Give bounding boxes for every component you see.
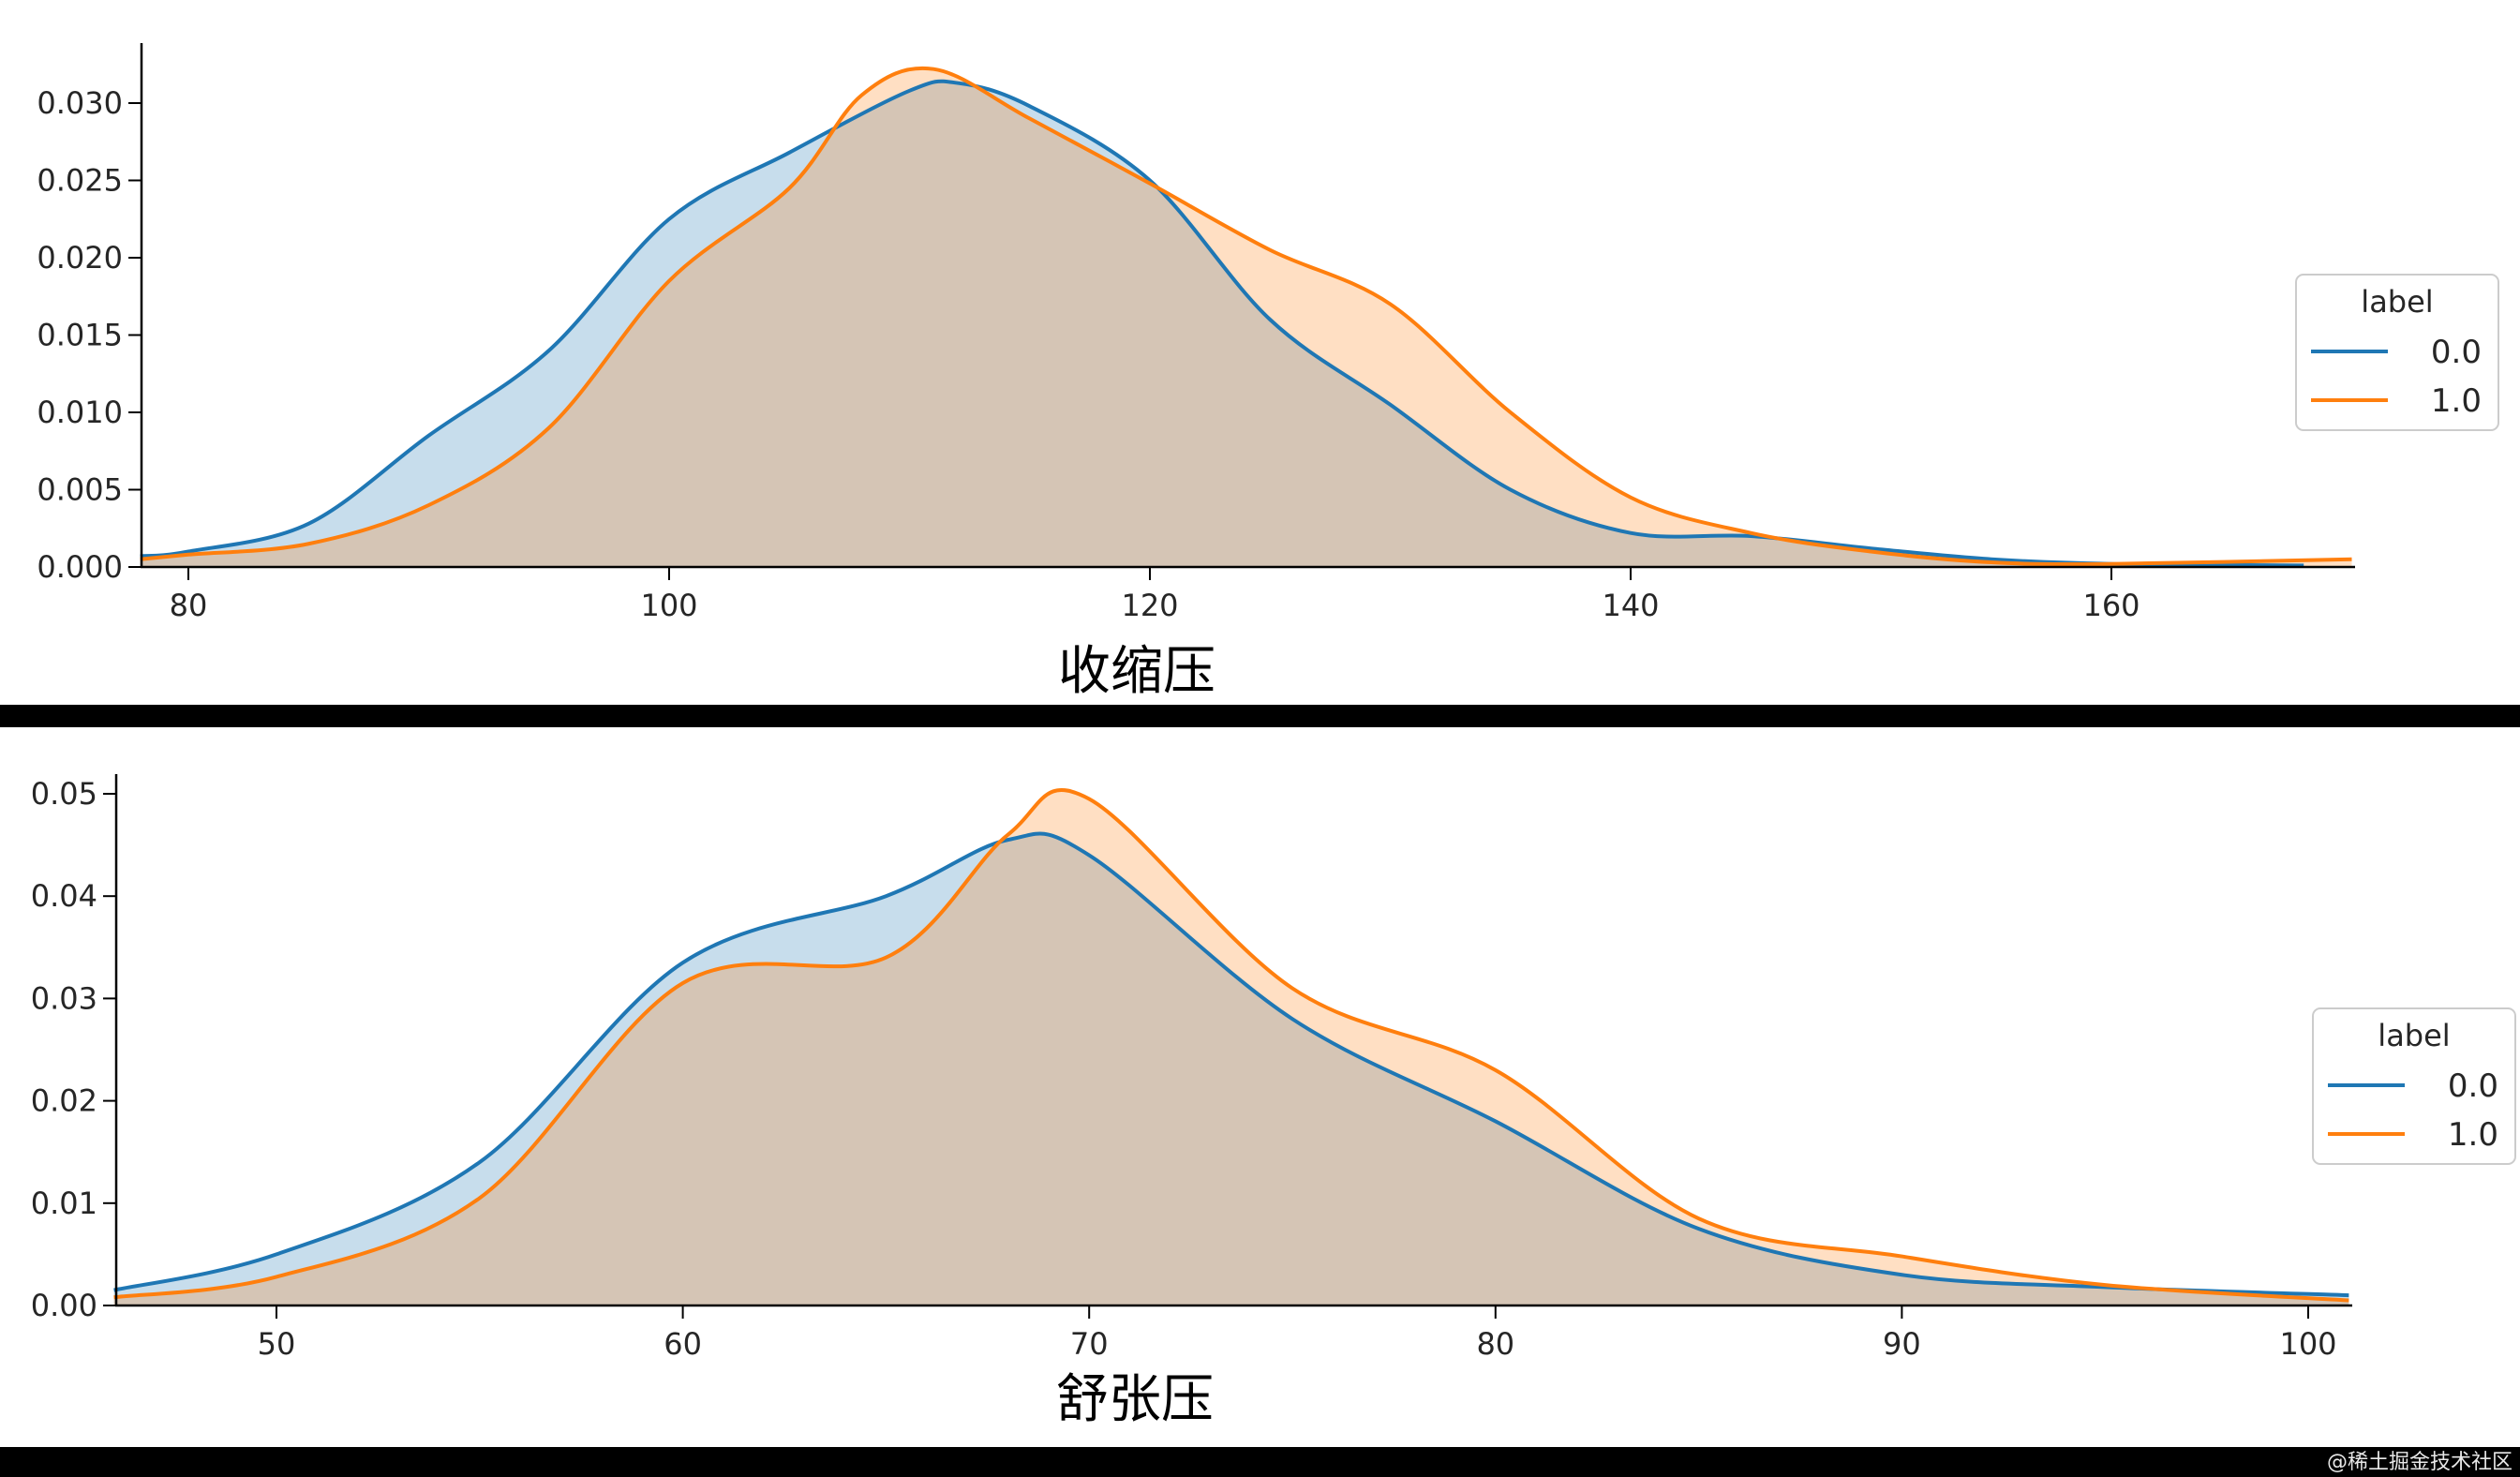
systolic-x-axis-title: 收缩压	[1058, 641, 1215, 702]
systolic-area-0.0	[140, 81, 2304, 568]
legend-label-1.0: 1.0	[2448, 1116, 2498, 1154]
systolic-line-0.0	[140, 79, 2304, 568]
chart-systolic-panel: 0.000 0.005 0.010 0.015 0.020 0.025 0.030 80 100…	[0, 0, 2520, 705]
diastolic-axes: 0.00 0.01 0.02 0.03 0.04 0.05 50 60 70 80 90 100	[31, 774, 2352, 1362]
y-tick-label: 0.015	[37, 318, 123, 353]
diastolic-x-axis-title: 舒张压	[1056, 1369, 1214, 1430]
footer-bar: @稀土掘金技术社区	[0, 1447, 2520, 1477]
x-tick-label: 80	[170, 588, 208, 623]
y-tick-label: 0.04	[31, 878, 97, 914]
y-tick-label: 0.005	[37, 472, 123, 508]
diastolic-area-1.0	[113, 789, 2349, 1305]
x-tick-label: 60	[664, 1326, 702, 1362]
systolic-lines	[140, 66, 2352, 568]
y-tick-label: 0.020	[37, 240, 123, 276]
y-tick-label: 0.025	[37, 163, 123, 199]
y-tick-label: 0.05	[31, 776, 97, 812]
y-tick-label: 0.030	[37, 85, 123, 121]
x-tick-label: 140	[1602, 588, 1659, 623]
x-tick-label: 100	[640, 588, 697, 623]
legend-title: label	[2361, 284, 2433, 320]
systolic-axes: 0.000 0.005 0.010 0.015 0.020 0.025 0.030 80 100…	[37, 43, 2355, 623]
systolic-area-1.0	[140, 67, 2352, 567]
divider-bar	[0, 705, 2520, 727]
x-tick-label: 80	[1476, 1326, 1514, 1362]
diastolic-lines	[113, 787, 2349, 1303]
systolic-legend: label 0.0 1.0	[2295, 274, 2499, 431]
x-tick-label: 160	[2082, 588, 2140, 623]
legend-label-0.0: 0.0	[2431, 334, 2482, 371]
x-tick-label: 50	[258, 1326, 296, 1362]
watermark: @稀土掘金技术社区	[2326, 1451, 2513, 1474]
diastolic-area-0.0	[113, 833, 2349, 1305]
x-tick-label: 120	[1121, 588, 1178, 623]
legend-label-1.0: 1.0	[2431, 382, 2482, 420]
chart-diastolic: 0.00 0.01 0.02 0.03 0.04 0.05 50 60 70 80 90 100 舒张压…	[31, 774, 2516, 1430]
systolic-line-1.0	[140, 66, 2352, 567]
x-tick-label: 70	[1070, 1326, 1109, 1362]
legend-label-0.0: 0.0	[2448, 1067, 2498, 1105]
x-tick-label: 90	[1883, 1326, 1921, 1362]
y-tick-label: 0.00	[31, 1288, 97, 1323]
chart-diastolic-panel: 0.00 0.01 0.02 0.03 0.04 0.05 50 60 70 80 90 100 舒张压…	[0, 727, 2520, 1447]
y-tick-label: 0.000	[37, 549, 123, 585]
diastolic-line-0.0	[113, 831, 2349, 1298]
y-tick-label: 0.01	[31, 1186, 97, 1221]
y-tick-label: 0.010	[37, 395, 123, 430]
chart-systolic: 0.000 0.005 0.010 0.015 0.020 0.025 0.030 80 100…	[37, 43, 2499, 702]
diastolic-line-1.0	[113, 787, 2349, 1303]
diastolic-legend: label 0.0 1.0	[2312, 1007, 2516, 1165]
systolic-fills	[140, 67, 2352, 568]
legend-title: label	[2378, 1018, 2450, 1053]
y-tick-label: 0.03	[31, 980, 97, 1016]
x-tick-label: 100	[2279, 1326, 2336, 1362]
y-tick-label: 0.02	[31, 1083, 97, 1119]
diastolic-fills	[113, 789, 2349, 1305]
